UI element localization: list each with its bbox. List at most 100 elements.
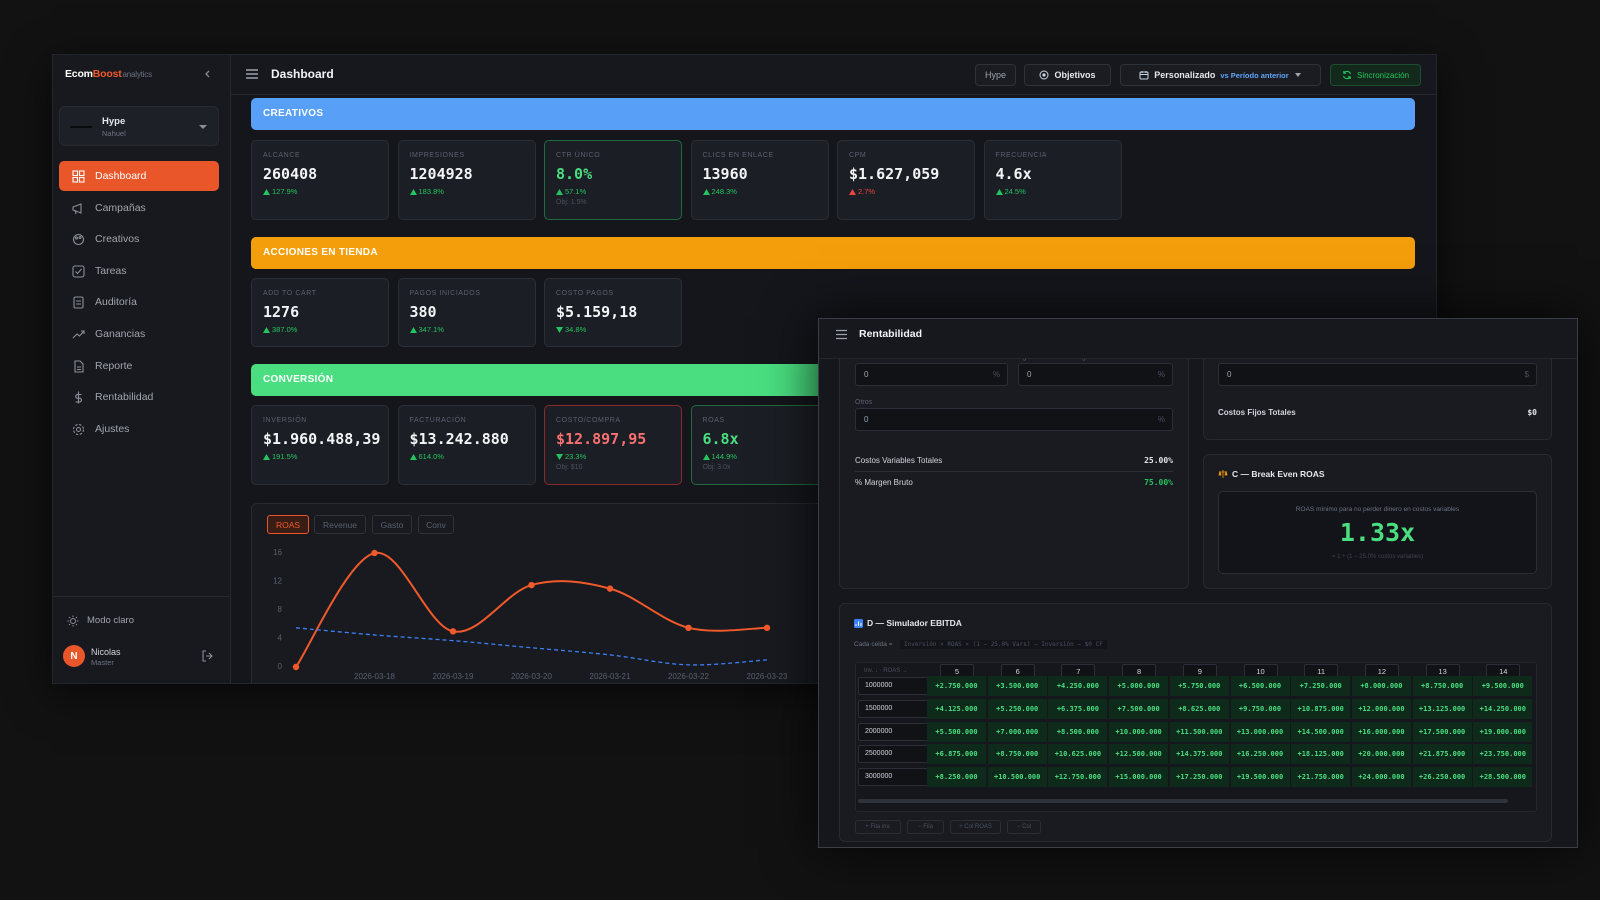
collapse-icon[interactable] xyxy=(203,69,213,79)
investment-value: 3000000 xyxy=(865,773,893,781)
brand-part: Boost xyxy=(92,68,122,80)
dropdown-icon xyxy=(1294,73,1301,77)
nav-item[interactable]: Rentabilidad xyxy=(59,382,219,412)
window-header: Rentabilidad xyxy=(819,319,1577,359)
input-unit: % xyxy=(1157,415,1165,424)
investment-value: 2500000 xyxy=(865,750,893,758)
chart-tab[interactable]: Conv xyxy=(418,515,454,534)
ebitda-cell: +21.875.000 xyxy=(1412,744,1472,766)
variable-costs-panel: Costo de devoluciones0%Agencia de Market… xyxy=(839,341,1189,589)
fixed-total-value: $0 xyxy=(1527,408,1537,417)
ebitda-cell: +13.125.000 xyxy=(1412,698,1472,720)
kpi-label: COSTO/COMPRA xyxy=(556,417,621,424)
kpi-value: 4.6x xyxy=(995,165,1032,183)
chart-tab[interactable]: Revenue xyxy=(314,515,366,534)
trend-arrow xyxy=(409,326,417,333)
kpi-label: FRECUENCIA xyxy=(995,152,1048,159)
kpi-delta: 387.0% xyxy=(263,325,297,334)
line-series xyxy=(295,551,768,668)
text-input[interactable]: 0% xyxy=(1018,363,1173,386)
table-button[interactable]: − Fila xyxy=(907,820,944,834)
data-point xyxy=(371,549,378,557)
chart-tab[interactable]: Gasto xyxy=(372,515,412,534)
panel-title: C — Break Even ROAS xyxy=(1232,469,1325,479)
break-even-box: ROAS mínimo para no perder dinero en cos… xyxy=(1218,491,1537,574)
account-button[interactable]: Hype xyxy=(975,64,1016,86)
kpi-delta: 183.8% xyxy=(409,187,444,196)
delta-value: 614.0% xyxy=(418,452,444,461)
investment-input[interactable]: 1500000 xyxy=(858,699,940,718)
nav-item[interactable]: Campañas xyxy=(59,193,219,223)
ebitda-cell: +20.000.000 xyxy=(1351,744,1411,766)
ebitda-cell: +5.250.000 xyxy=(987,698,1047,720)
text-input[interactable]: 0 $ xyxy=(1218,363,1537,386)
ebitda-cell: +18.125.000 xyxy=(1291,744,1351,766)
delta-value: 34.8% xyxy=(565,325,587,334)
nav-item[interactable]: Tareas xyxy=(59,256,219,286)
calendar-icon xyxy=(1139,71,1149,80)
kpi-card: CPM $1.627,059 2.7% xyxy=(837,140,975,220)
brand: EcomBoostanalytics xyxy=(65,68,152,80)
delta-value: 24.5% xyxy=(1004,187,1026,196)
menu-icon[interactable] xyxy=(245,68,259,80)
goals-label: Objetivos xyxy=(1054,70,1096,80)
ebitda-cell: +8.500.000 xyxy=(1048,721,1108,743)
kpi-card: ALCANCE 260408 127.9% xyxy=(251,140,389,220)
user-role: Master xyxy=(91,658,114,667)
ebitda-cell: +10.875.000 xyxy=(1291,698,1351,720)
nav-item[interactable]: Auditoría xyxy=(59,287,219,317)
input-value: 0 xyxy=(864,370,869,379)
range-button[interactable]: Personalizado vs Período anterior xyxy=(1120,64,1321,86)
kpi-delta: 347.1% xyxy=(409,325,444,334)
ebitda-cell: +13.000.000 xyxy=(1230,721,1290,743)
chart-tab[interactable]: ROAS xyxy=(267,515,309,534)
sidebar: EcomBoostanalytics Hype Nahuel Dashboard Cam… xyxy=(53,55,231,683)
x-tick-label: 2026-03-20 xyxy=(511,672,552,681)
nav-item[interactable]: Reporte xyxy=(59,351,219,381)
margin-value: 75.00% xyxy=(1144,478,1173,487)
section-title: CONVERSIÓN xyxy=(263,374,334,385)
kpi-label: COSTO PAGOS xyxy=(556,290,614,297)
ebitda-cell: +5.500.000 xyxy=(927,721,986,743)
delta-value: 23.3% xyxy=(565,452,587,461)
sync-button[interactable]: Sincronización xyxy=(1330,64,1421,86)
kpi-goal: Obj: $10 xyxy=(556,464,583,471)
brand-part: analytics xyxy=(122,70,153,79)
ebitda-cell: +8.250.000 xyxy=(927,767,986,789)
ebitda-cell: +8.000.000 xyxy=(1351,676,1411,697)
nav-item[interactable]: Creativos xyxy=(59,224,219,254)
kpi-value: $1.960.488,39 xyxy=(263,430,381,448)
text-input[interactable]: 0% xyxy=(855,408,1173,431)
table-button[interactable]: − Col xyxy=(1007,820,1041,834)
ebitda-cell: +16.000.000 xyxy=(1351,721,1411,743)
kpi-delta: 2.7% xyxy=(849,187,875,196)
ebitda-cell: +8.750.000 xyxy=(987,744,1047,766)
kpi-value: 1276 xyxy=(263,303,300,321)
theme-toggle[interactable]: Modo claro xyxy=(65,613,215,629)
y-tick-label: 8 xyxy=(278,605,283,614)
kpi-card: IMPRESIONES 1204928 183.8% xyxy=(397,140,536,220)
line-chart: 0 4 8 12 16 2026-03-18 2026-03-19 2026-03-20 202… xyxy=(273,548,788,681)
delta-value: 248.3% xyxy=(711,187,737,196)
ebitda-cell: +6.875.000 xyxy=(927,744,986,766)
investment-value: 1000000 xyxy=(865,682,893,689)
sync-label: Sincronización xyxy=(1356,70,1410,80)
nav-item[interactable]: Dashboard xyxy=(59,161,219,191)
nav-item[interactable]: Ganancias xyxy=(59,319,219,349)
target-icon xyxy=(1039,70,1049,80)
nav-item[interactable]: Ajustes xyxy=(59,414,219,444)
goals-button[interactable]: Objetivos xyxy=(1024,64,1111,86)
kpi-label: IMPRESIONES xyxy=(409,152,465,159)
data-point xyxy=(606,585,614,592)
input-value: 0 xyxy=(1027,370,1032,379)
section-header: CREATIVOS xyxy=(251,98,1415,130)
table-button[interactable]: + Col ROAS xyxy=(950,820,1001,834)
investment-input[interactable]: 2500000 xyxy=(858,745,940,764)
account-selector[interactable]: Hype Nahuel xyxy=(59,106,219,146)
table-button[interactable]: + Fila inv. xyxy=(855,820,901,834)
section-header: ACCIONES EN TIENDA xyxy=(251,237,1415,269)
ebitda-cell: +8.750.000 xyxy=(1412,676,1472,697)
avatar: N xyxy=(63,645,85,667)
text-input[interactable]: 0% xyxy=(855,363,1008,386)
kpi-delta: 24.5% xyxy=(995,187,1026,196)
